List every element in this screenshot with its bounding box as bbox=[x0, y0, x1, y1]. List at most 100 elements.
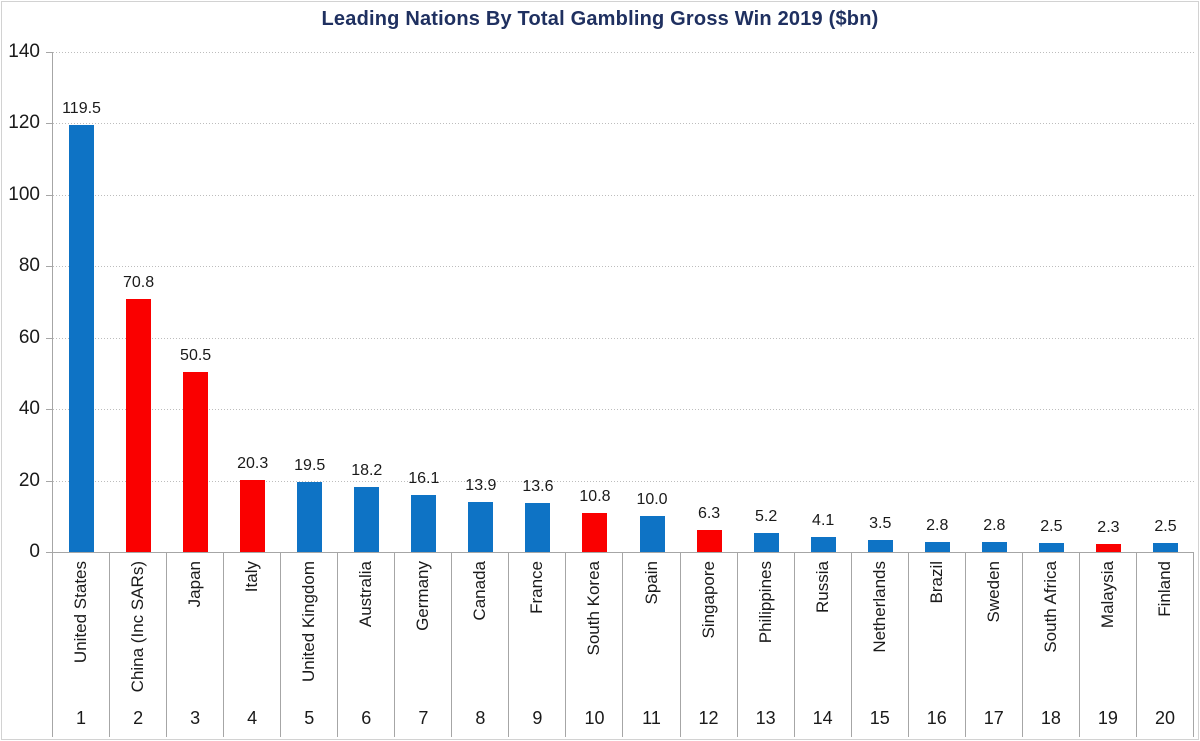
y-tick-label: 60 bbox=[18, 326, 40, 348]
rank-label: 11 bbox=[642, 708, 661, 728]
gridline-120 bbox=[53, 123, 1194, 125]
bar-value-label: 5.2 bbox=[755, 508, 778, 526]
bar-value-label: 2.3 bbox=[1097, 518, 1120, 536]
category-label: Canada bbox=[470, 561, 490, 621]
bar-italy bbox=[240, 479, 266, 552]
category-cell: United Kingdom 5 bbox=[281, 553, 339, 737]
rank-label: 2 bbox=[133, 708, 144, 728]
gridline-40 bbox=[53, 409, 1194, 411]
y-axis-tick bbox=[46, 480, 53, 482]
y-axis-tick bbox=[46, 552, 53, 553]
y-axis-tick bbox=[46, 194, 53, 196]
rank-label: 16 bbox=[926, 708, 947, 728]
gridline-80 bbox=[53, 266, 1194, 268]
category-cell: Finland 20 bbox=[1137, 553, 1194, 737]
plot-area: 119.5 70.8 50.5 20.3 19.5 18.2 16.1 13.9 13.6 10.… bbox=[46, 52, 1194, 553]
category-label: Spain bbox=[641, 561, 661, 605]
rank-label: 15 bbox=[869, 708, 890, 728]
category-label: Netherlands bbox=[869, 561, 889, 653]
bar-value-label: 13.9 bbox=[465, 477, 497, 495]
rank-label: 3 bbox=[190, 708, 201, 728]
rank-label: 8 bbox=[475, 708, 486, 728]
bar-canada bbox=[468, 502, 494, 552]
bar-value-label: 6.3 bbox=[697, 504, 721, 522]
category-label: France bbox=[527, 561, 547, 614]
category-cell: Singapore 12 bbox=[681, 553, 738, 737]
category-cell: United States 1 bbox=[53, 553, 111, 737]
rank-label: 4 bbox=[247, 708, 258, 728]
category-cell: Brazil 16 bbox=[909, 553, 966, 737]
rank-label: 1 bbox=[76, 708, 87, 728]
bar-value-label: 2.8 bbox=[926, 517, 949, 534]
y-axis-tick-labels: 0 20 40 60 80 100 120 140 bbox=[0, 41, 40, 562]
bar-value-label: 16.1 bbox=[408, 469, 440, 487]
category-label: United States bbox=[71, 561, 91, 664]
rank-label: 12 bbox=[698, 708, 719, 728]
bar-value-label: 70.8 bbox=[122, 274, 155, 292]
category-label: Philippines bbox=[755, 561, 775, 644]
category-cell: Spain 11 bbox=[624, 553, 681, 737]
bar-value-label: 2.5 bbox=[1154, 518, 1177, 536]
category-label: United Kingdom bbox=[299, 561, 319, 682]
bar-germany bbox=[411, 494, 437, 552]
category-cell: Sweden 17 bbox=[966, 553, 1023, 737]
category-label: Singapore bbox=[698, 561, 718, 639]
bar-china-inc-sars- bbox=[126, 299, 152, 552]
category-cell: France 9 bbox=[509, 553, 567, 737]
rank-label: 19 bbox=[1097, 708, 1118, 728]
rank-label: 20 bbox=[1154, 708, 1175, 728]
bar-value-label: 13.6 bbox=[522, 478, 554, 496]
rank-label: 10 bbox=[584, 708, 605, 728]
y-axis-tick bbox=[46, 409, 53, 411]
rank-label: 18 bbox=[1040, 708, 1061, 728]
bar-value-label: 10.0 bbox=[636, 491, 668, 509]
category-cell: Italy 4 bbox=[224, 553, 282, 737]
bar-value-label: 10.8 bbox=[579, 488, 611, 506]
y-axis-tick bbox=[46, 123, 53, 125]
bar-value-label: 3.5 bbox=[869, 514, 892, 532]
bar-value-label: 4.1 bbox=[812, 512, 835, 530]
category-cell: Canada 8 bbox=[452, 553, 510, 737]
rank-label: 13 bbox=[755, 708, 776, 728]
bar-australia bbox=[354, 487, 380, 552]
bar-value-label: 50.5 bbox=[180, 346, 212, 364]
category-cell: South Korea 10 bbox=[566, 553, 624, 737]
rank-label: 5 bbox=[304, 708, 315, 728]
bar-value-label: 2.5 bbox=[1040, 518, 1063, 536]
category-cell: China (Inc SARs) 2 bbox=[110, 553, 168, 737]
bar-united-states bbox=[69, 125, 95, 552]
bar-finland bbox=[1152, 543, 1178, 552]
bar-value-label: 18.2 bbox=[351, 462, 383, 479]
bar-philippines bbox=[753, 533, 779, 552]
gridline-20 bbox=[53, 480, 1194, 482]
gridline-60 bbox=[53, 337, 1194, 339]
category-label: Malaysia bbox=[1097, 561, 1117, 629]
chart-title: Leading Nations By Total Gambling Gross … bbox=[321, 8, 879, 30]
bar-value-label: 2.8 bbox=[983, 517, 1006, 534]
category-cell: Malaysia 19 bbox=[1080, 553, 1137, 737]
category-label: South Africa bbox=[1040, 561, 1060, 653]
bar-singapore bbox=[696, 529, 722, 552]
rank-label: 17 bbox=[983, 708, 1004, 728]
gridline-140 bbox=[53, 52, 1194, 53]
y-tick-label: 120 bbox=[8, 112, 40, 134]
category-label: Finland bbox=[1154, 561, 1174, 617]
bar-united-kingdom bbox=[297, 482, 323, 552]
bar-value-label: 20.3 bbox=[237, 454, 269, 472]
category-label: Brazil bbox=[926, 561, 946, 604]
category-cell: Philippines 13 bbox=[738, 553, 795, 737]
category-cell: South Africa 18 bbox=[1023, 553, 1080, 737]
category-cell: Japan 3 bbox=[167, 553, 225, 737]
category-cell: Russia 14 bbox=[795, 553, 852, 737]
y-tick-label: 20 bbox=[18, 469, 40, 491]
category-label: Japan bbox=[185, 561, 205, 608]
bar-value-label: 19.5 bbox=[294, 457, 326, 475]
rank-label: 9 bbox=[532, 708, 543, 728]
y-tick-label: 0 bbox=[29, 541, 40, 562]
rank-label: 6 bbox=[361, 708, 372, 728]
bar-japan bbox=[183, 371, 209, 552]
bar-malaysia bbox=[1095, 543, 1121, 552]
bar-south-africa bbox=[1038, 543, 1064, 552]
bar-south-korea bbox=[582, 513, 608, 552]
rank-label: 7 bbox=[418, 708, 429, 728]
